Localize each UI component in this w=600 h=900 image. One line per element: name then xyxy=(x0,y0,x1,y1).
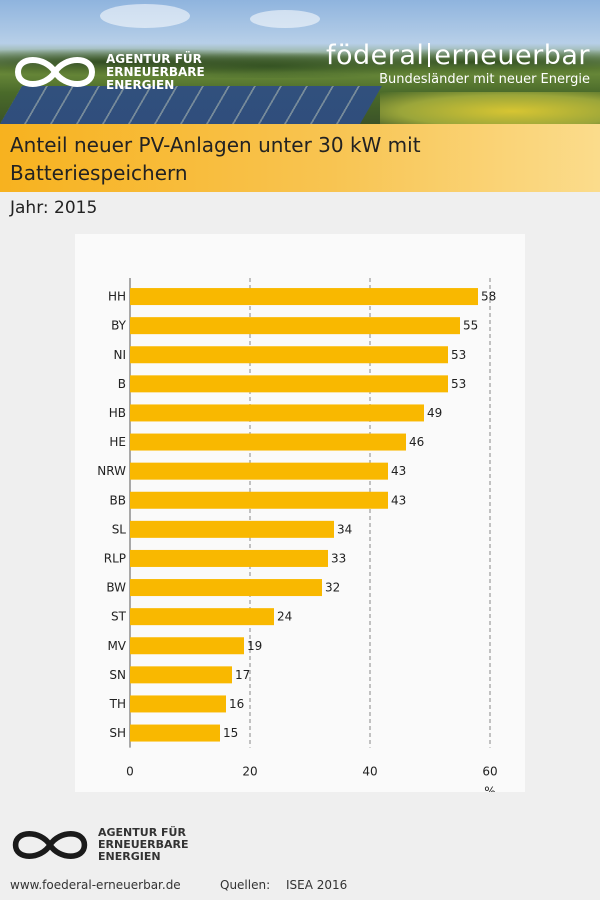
source-label: Quellen: xyxy=(220,878,271,892)
bar xyxy=(130,637,244,655)
flower-field-image xyxy=(380,92,600,124)
category-label: NI xyxy=(113,348,126,362)
footer-agency-line-3: ENERGIEN xyxy=(98,850,161,863)
bar xyxy=(130,317,460,335)
category-label: TH xyxy=(109,697,126,711)
data-label: 55 xyxy=(463,319,478,333)
data-label: 58 xyxy=(481,290,496,304)
category-label: SH xyxy=(109,726,126,740)
agency-line-1: AGENTUR FÜR xyxy=(106,51,202,66)
data-label: 17 xyxy=(235,668,250,682)
data-label: 34 xyxy=(337,522,352,536)
cloud-shape xyxy=(250,10,320,28)
data-label: 46 xyxy=(409,435,424,449)
infinity-logo-icon xyxy=(14,57,96,87)
category-label: HB xyxy=(109,406,126,420)
source-note: Quellen: ISEA 2016 xyxy=(220,878,359,892)
bar xyxy=(130,666,232,684)
footer-agency-logo[interactable]: AGENTUR FÜR ERNEUERBARE ENERGIEN xyxy=(10,825,189,865)
source-value: ISEA 2016 xyxy=(285,878,348,892)
data-label: 49 xyxy=(427,406,442,420)
bar xyxy=(130,346,448,364)
brand-subtitle: Bundesländer mit neuer Energie xyxy=(379,72,590,87)
cloud-shape xyxy=(100,4,190,28)
bar xyxy=(130,404,424,422)
data-label: 32 xyxy=(325,581,340,595)
category-label: MV xyxy=(107,639,126,653)
infinity-logo-icon xyxy=(12,831,88,859)
data-label: 33 xyxy=(331,551,346,565)
category-label: BW xyxy=(106,581,126,595)
category-label: SN xyxy=(109,668,126,682)
x-tick-label: 60 xyxy=(482,765,497,779)
agency-name: AGENTUR FÜR ERNEUERBARE ENERGIEN xyxy=(106,51,205,92)
category-label: NRW xyxy=(97,464,126,478)
data-label: 15 xyxy=(223,726,238,740)
footer-agency-line-2: ERNEUERBARE xyxy=(98,838,189,851)
bar xyxy=(130,288,478,306)
category-label: ST xyxy=(111,610,127,624)
category-label: HH xyxy=(108,290,126,304)
agency-logo[interactable]: AGENTUR FÜR ERNEUERBARE ENERGIEN xyxy=(12,52,205,92)
data-label: 43 xyxy=(391,464,406,478)
category-label: HE xyxy=(109,435,126,449)
footer-agency-line-1: AGENTUR FÜR xyxy=(98,826,186,839)
category-label: RLP xyxy=(104,551,126,565)
brand-separator xyxy=(428,43,431,67)
bar xyxy=(130,462,388,480)
footer-agency-name: AGENTUR FÜR ERNEUERBARE ENERGIEN xyxy=(98,827,189,863)
bar xyxy=(130,491,388,509)
bar xyxy=(130,433,406,451)
category-label: B xyxy=(118,377,126,391)
bar xyxy=(130,695,226,713)
category-label: SL xyxy=(112,522,127,536)
data-label: 16 xyxy=(229,697,244,711)
x-axis-label: % xyxy=(484,785,495,792)
data-label: 53 xyxy=(451,377,466,391)
header-banner xyxy=(0,0,600,124)
agency-line-2: ERNEUERBARE xyxy=(106,64,205,79)
brand-block[interactable]: föderal erneuerbar Bundesländer mit neuer… xyxy=(326,40,590,87)
bar xyxy=(130,724,220,742)
bar xyxy=(130,579,322,597)
title-bar xyxy=(0,124,600,192)
agency-line-3: ENERGIEN xyxy=(106,77,175,92)
data-label: 24 xyxy=(277,610,292,624)
x-tick-label: 20 xyxy=(242,765,257,779)
x-tick-label: 0 xyxy=(126,765,134,779)
data-label: 19 xyxy=(247,639,262,653)
x-tick-label: 40 xyxy=(362,765,377,779)
category-label: BY xyxy=(111,319,127,333)
tree-line xyxy=(0,38,600,78)
bar xyxy=(130,549,328,567)
brand-part-1: föderal xyxy=(326,40,425,71)
bar xyxy=(130,520,334,538)
data-label: 53 xyxy=(451,348,466,362)
website-link[interactable]: www.foederal-erneuerbar.de xyxy=(10,878,181,892)
year-label: Jahr: 2015 xyxy=(10,198,98,218)
category-label: BB xyxy=(110,493,126,507)
bar xyxy=(130,375,448,393)
bar xyxy=(130,608,274,626)
data-label: 43 xyxy=(391,493,406,507)
bar-chart: HH 58 BY 55 NI 53 B 53 HB 49 HE 46 NRW 43 BB 43 SL 34 RLP 3… xyxy=(97,278,498,792)
brand-name: föderal erneuerbar xyxy=(326,40,590,72)
chart-panel: HH 58 BY 55 NI 53 B 53 HB 49 HE 46 NRW 43 BB 43 SL 34 RLP 3… xyxy=(75,234,525,792)
brand-part-2: erneuerbar xyxy=(434,40,590,71)
chart-title: Anteil neuer PV-Anlagen unter 30 kW mit … xyxy=(10,133,421,185)
